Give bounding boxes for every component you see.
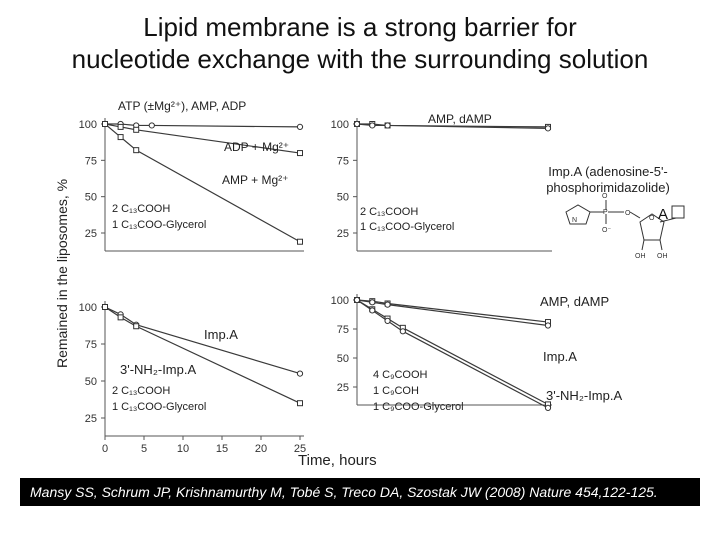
y-tick-label: 50 [337, 192, 349, 204]
y-axis-label: Remained in the liposomes, % [54, 178, 70, 368]
y-tick-label: 100 [79, 119, 97, 131]
y-tick-label: 100 [79, 302, 97, 314]
imp-a-oxo-label: O [602, 193, 608, 200]
data-point-circle [296, 123, 304, 131]
y-tick-label: 75 [337, 324, 349, 336]
data-point-square [102, 121, 108, 127]
chart-annotation: 3'-NH₂-Imp.A [546, 388, 622, 403]
imp-a-imidazole-n-label: N [572, 217, 577, 224]
data-point-square [117, 134, 124, 141]
y-tick-label: 75 [85, 339, 97, 351]
data-point-square [117, 123, 124, 130]
data-point-circle [353, 120, 361, 128]
data-point-circle [384, 317, 391, 324]
series-line [357, 123, 549, 128]
x-axis-label: Time, hours [298, 452, 377, 469]
x-tick-label: 5 [141, 443, 147, 455]
series-line [104, 306, 301, 404]
data-point-circle [353, 296, 361, 304]
slide-title-line-2: nucleotide exchange with the surrounding… [71, 44, 649, 74]
chart-panel-c: 25 50 75 100 0 5 10 15 20 25 Imp.A 3'-NH₂-Imp.A 2 C₁… [79, 301, 306, 455]
y-tick-label: 50 [337, 353, 349, 365]
data-point-circle [399, 328, 406, 335]
chart-annotation: 2 C₁₃COOH [112, 385, 170, 397]
imp-a-oxide-label: O⁻ [602, 227, 611, 234]
chart-annotation: AMP + Mg²⁺ [222, 173, 288, 187]
data-point-square [133, 126, 140, 133]
data-point-square [117, 314, 124, 321]
y-tick-label: 25 [337, 382, 349, 394]
chart-panel-b: 25 50 75 100 AMP, dAMP 2 C₁₃COOH 1 C₁₃COO-Glyc… [331, 112, 552, 252]
y-tick-label: 75 [337, 155, 349, 167]
data-point-circle [384, 301, 391, 308]
chart-panel-d: 25 50 75 100 AMP, dAMP Imp.A 3'-NH₂-Imp.A 4 C₉C… [331, 294, 622, 413]
imp-a-caption-line-1: Imp.A (adenosine-5'- [548, 164, 668, 179]
chart-annotation: 1 C₁₃COO-Glycerol [112, 219, 206, 231]
imp-a-phosphorus-label: P [603, 209, 608, 216]
x-tick-label: 0 [102, 443, 108, 455]
citation-bar: Mansy SS, Schrum JP, Krishnamurthy M, To… [20, 478, 700, 506]
series-line [104, 123, 301, 243]
series-line [104, 123, 301, 154]
citation-source: (2008) Nature 454,122-125. [481, 484, 658, 500]
slide-title-line-1: Lipid membrane is a strong barrier for [143, 12, 577, 42]
y-tick-label: 100 [331, 295, 349, 307]
citation-authors: Mansy SS, Schrum JP, Krishnamurthy M, To… [30, 484, 482, 500]
chart-annotation: 1 C₉COO-Glycerol [373, 401, 464, 413]
y-tick-label: 25 [85, 413, 97, 425]
x-tick-label: 10 [177, 443, 189, 455]
chart-annotation: 2 C₁₃COOH [112, 203, 170, 215]
y-tick-label: 100 [331, 119, 349, 131]
imp-a-ring-o-label: O [649, 215, 655, 222]
imp-a-ester-o-label: O [625, 210, 631, 217]
chart-annotation: AMP, dAMP [428, 112, 492, 126]
data-point-circle [384, 122, 391, 129]
series-line [356, 123, 549, 129]
data-point-square [297, 150, 303, 157]
chart-annotation: Imp.A [204, 327, 238, 342]
imp-a-oh-label-2: OH [657, 253, 668, 260]
data-point-square [297, 238, 303, 245]
series-line [104, 306, 301, 375]
data-point-circle [148, 122, 155, 129]
data-point-square [102, 304, 108, 310]
x-tick-label: 20 [255, 443, 267, 455]
data-point-circle [369, 122, 376, 129]
chart-annotation: 3'-NH₂-Imp.A [120, 362, 196, 377]
x-tick-label: 15 [216, 443, 228, 455]
y-tick-label: 50 [85, 192, 97, 204]
chart-annotation: 1 C₉COH [373, 385, 419, 397]
chart-annotation: Imp.A [543, 349, 577, 364]
chart-annotation: 1 C₁₃COO-Glycerol [112, 401, 206, 413]
series-line [356, 299, 549, 327]
chart-annotation: ATP (±Mg²⁺), AMP, ADP [118, 99, 246, 113]
chart-annotation: AMP, dAMP [540, 294, 609, 309]
chart-annotation: 4 C₉COOH [373, 369, 428, 381]
chart-panel-a: 25 50 75 100 ATP (±Mg²⁺), AMP, ADP ADP + Mg²⁺… [79, 99, 304, 252]
chart-annotation: ADP + Mg²⁺ [224, 140, 289, 154]
data-point-circle [296, 370, 304, 377]
imp-a-caption-line-2: phosphorimidazolide) [546, 180, 670, 195]
data-point-circle [544, 125, 552, 132]
chart-annotation: 2 C₁₃COOH [360, 206, 418, 218]
data-point-circle [369, 307, 376, 314]
data-point-circle [544, 322, 552, 329]
data-point-circle [544, 404, 552, 411]
data-point-circle [369, 299, 376, 306]
data-point-square [297, 400, 303, 407]
x-tick-label: 25 [294, 443, 306, 455]
imp-a-adenine-label: A [658, 206, 668, 223]
y-tick-label: 50 [85, 376, 97, 388]
imp-a-oh-label-1: OH [635, 253, 646, 260]
y-tick-label: 25 [85, 228, 97, 240]
data-point-square [133, 147, 140, 154]
y-tick-label: 25 [337, 228, 349, 240]
imp-a-structure-diagram [565, 200, 685, 251]
y-tick-label: 75 [85, 155, 97, 167]
chart-annotation: 1 C₁₃COO-Glycerol [360, 221, 454, 233]
data-point-square [133, 323, 140, 330]
